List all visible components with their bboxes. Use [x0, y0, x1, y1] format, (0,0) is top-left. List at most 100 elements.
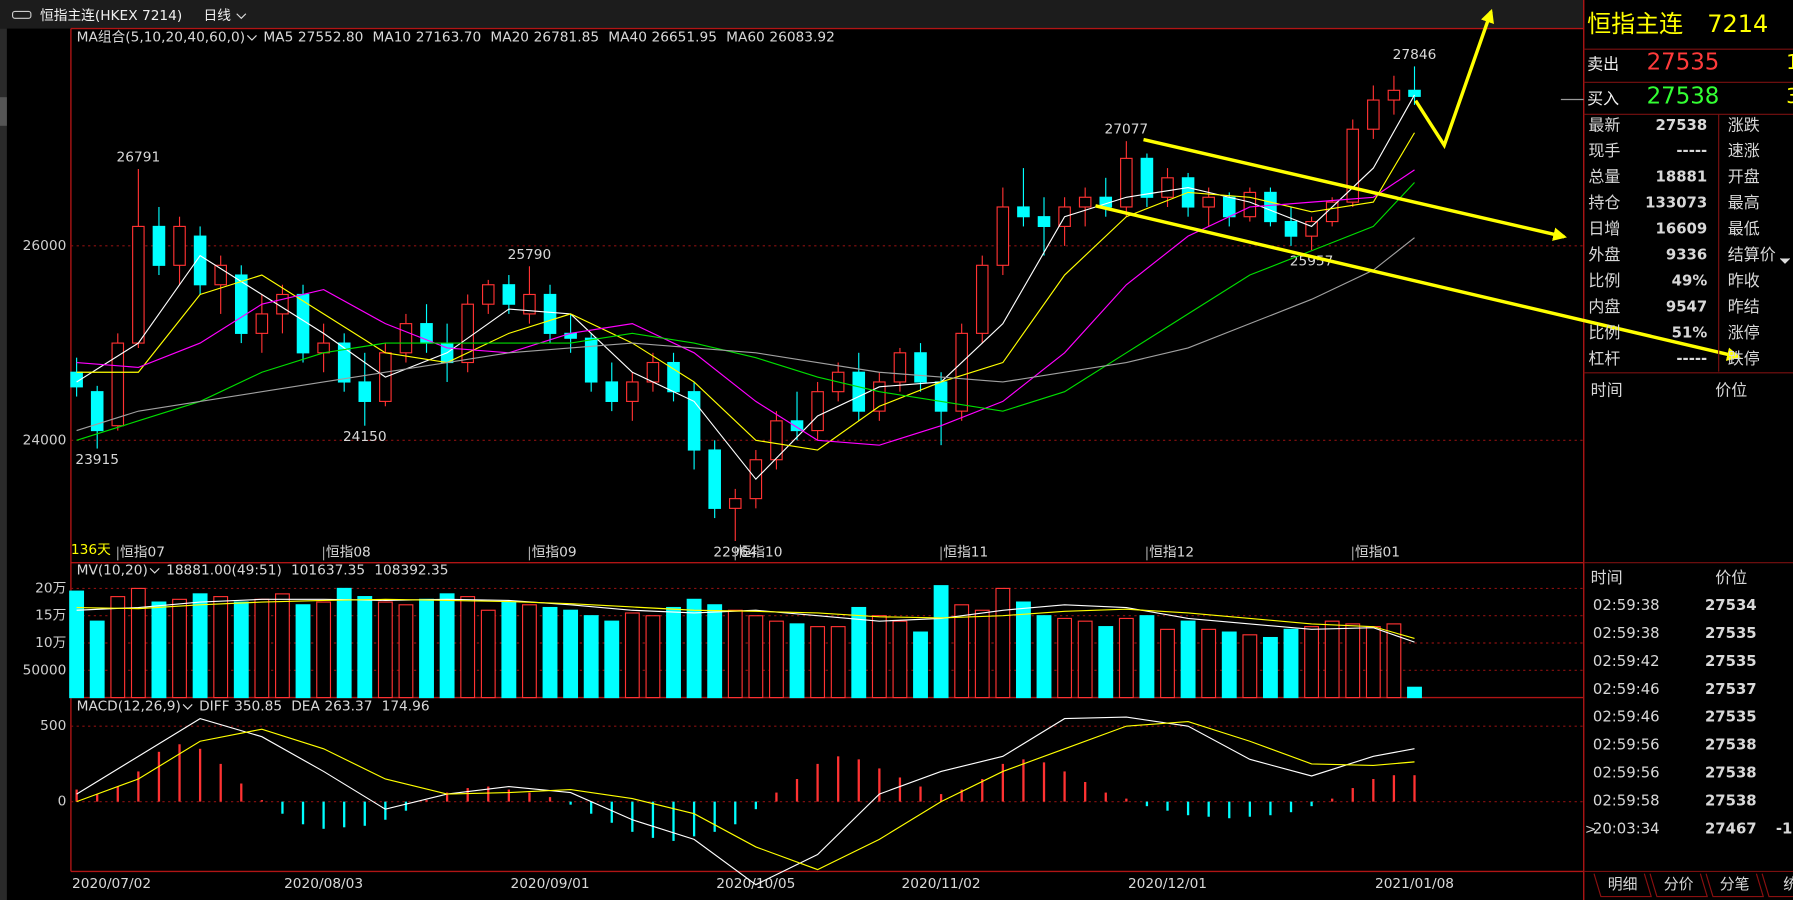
- volume-bar: [213, 596, 229, 699]
- month-label: 恒指07: [120, 544, 165, 560]
- candle-body: [1264, 191, 1277, 223]
- stat-value: 27538: [1656, 116, 1708, 134]
- candle-body: [1367, 99, 1380, 130]
- indicator-line: [76, 237, 1415, 432]
- price-header: 价位: [1715, 568, 1747, 587]
- candle-body: [358, 381, 372, 402]
- trade-time: 20:03:34: [1593, 819, 1660, 837]
- legend-caret: [182, 704, 193, 710]
- y-tick-label: 20万: [35, 580, 66, 596]
- indicator-line: [76, 169, 1415, 446]
- candle-body: [173, 225, 186, 266]
- candle-body: [626, 381, 639, 402]
- stat-label: 最低: [1728, 219, 1760, 238]
- month-label: 恒指11: [943, 544, 988, 560]
- volume-bar: [151, 601, 167, 699]
- stat-value: -----: [1676, 142, 1707, 160]
- volume-bar: [172, 598, 187, 699]
- month-label: 恒指09: [532, 544, 577, 560]
- volume-bar: [666, 606, 681, 699]
- stat-value: 18881: [1656, 168, 1708, 186]
- volume-bar: [439, 593, 455, 699]
- indicator-line: [76, 182, 1415, 441]
- legend-name: MA5: [263, 30, 293, 46]
- legend-value: 263.37: [324, 699, 372, 715]
- volume-bar: [1077, 620, 1093, 699]
- tab[interactable]: [1705, 873, 1765, 898]
- left-handle[interactable]: [0, 97, 7, 126]
- legend-text: 18881.00(49:51): [166, 563, 282, 579]
- candle-body: [790, 420, 804, 432]
- candle-body: [193, 235, 207, 286]
- trend-arrow: [1095, 204, 1741, 361]
- volume-bar: [110, 596, 126, 699]
- quote-code: 7214: [1707, 10, 1768, 38]
- candle-body: [708, 449, 721, 509]
- symbol[interactable]: 恒指主连(HKEX 7214): [40, 8, 182, 24]
- volume-bar: [604, 620, 620, 699]
- tab[interactable]: [1649, 873, 1709, 898]
- stat-label: 杠杆: [1588, 349, 1620, 368]
- current-marker: >: [1585, 821, 1596, 837]
- stat-label: 现手: [1588, 141, 1620, 160]
- y-tick-label: 500: [40, 718, 66, 734]
- volume-bar: [1283, 628, 1299, 699]
- legend-caret: [149, 567, 160, 574]
- stat-label: 比例: [1588, 271, 1620, 290]
- volume-bar: [1407, 686, 1422, 699]
- volume-bar: [398, 604, 414, 699]
- trade-time: 02:59:38: [1593, 624, 1660, 642]
- extreme-label: 26791: [117, 150, 161, 166]
- month-label: 恒指12: [1149, 544, 1194, 560]
- period[interactable]: 日线: [204, 8, 232, 24]
- trade-price: 27534: [1705, 596, 1757, 614]
- tab-label[interactable]: 分笔: [1720, 875, 1750, 893]
- trade-time: 02:59:46: [1593, 708, 1660, 726]
- candle-body: [873, 381, 886, 412]
- candle-body: [1243, 191, 1257, 218]
- volume-bar: [89, 620, 105, 699]
- legend-caret: [246, 35, 257, 41]
- tab-label[interactable]: 分价: [1664, 875, 1694, 893]
- candle-body: [646, 361, 660, 383]
- trade-time: 02:59:42: [1593, 652, 1660, 670]
- volume-bar: [851, 606, 867, 699]
- stat-label: 日增: [1588, 219, 1620, 238]
- stat-label: 持仓: [1588, 193, 1620, 212]
- candle-body: [1078, 196, 1092, 208]
- stat-value: -----: [1676, 349, 1707, 367]
- y-tick-label: 15万: [35, 608, 66, 624]
- volume-bar: [542, 606, 558, 699]
- tab[interactable]: [1761, 873, 1793, 898]
- indicator-line: [76, 721, 1415, 871]
- month-label: 恒指01: [1355, 544, 1400, 560]
- bid-label: 买入: [1587, 89, 1619, 108]
- legend-value: 26781.85: [534, 30, 599, 46]
- indicator-line: [76, 598, 1415, 643]
- time-header: 时间: [1591, 568, 1623, 587]
- indicator-line: [76, 94, 1416, 481]
- volume-bar: [295, 604, 311, 699]
- link-icon[interactable]: [12, 10, 32, 19]
- extreme-label: 25790: [508, 247, 552, 263]
- stat-label: 最新: [1588, 115, 1620, 134]
- candle-body: [770, 420, 783, 461]
- tab-label[interactable]: 统: [1783, 875, 1793, 893]
- volume-bar: [1015, 601, 1031, 699]
- candle-body: [214, 264, 227, 286]
- indicator-line: [76, 598, 1415, 639]
- tab-label[interactable]: 明细: [1608, 875, 1638, 893]
- stat-value: 49%: [1672, 272, 1708, 290]
- price-header: 价位: [1715, 381, 1747, 400]
- candle-body: [728, 498, 742, 509]
- volume-bar: [974, 609, 990, 699]
- trade-time: 02:59:58: [1593, 791, 1660, 809]
- legend-value: 26083.92: [769, 30, 834, 46]
- volume-bar: [69, 590, 85, 699]
- volume-bar: [892, 620, 908, 699]
- candle-body: [1387, 89, 1401, 101]
- tab[interactable]: [1593, 873, 1652, 898]
- volume-bar: [645, 615, 661, 699]
- volume-bar: [1324, 620, 1340, 699]
